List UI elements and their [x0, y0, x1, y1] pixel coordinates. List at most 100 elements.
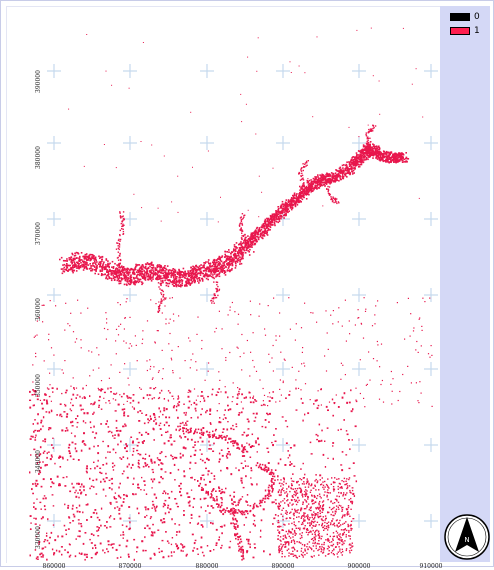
raster-cell	[162, 274, 165, 277]
raster-cell	[102, 264, 104, 266]
raster-cell	[75, 267, 78, 269]
raster-cell	[353, 495, 356, 497]
raster-cell	[65, 389, 68, 392]
raster-cell	[369, 149, 372, 152]
raster-cell	[121, 473, 124, 475]
raster-cell	[254, 399, 256, 401]
raster-cell	[305, 198, 308, 200]
raster-cell	[243, 240, 246, 242]
raster-cell	[277, 221, 280, 224]
raster-cell	[179, 377, 181, 379]
raster-cell	[266, 225, 269, 228]
raster-cell	[139, 453, 142, 456]
raster-cell	[176, 547, 179, 550]
raster-cell	[117, 245, 119, 247]
raster-cell	[77, 459, 80, 461]
raster-cell	[271, 221, 274, 224]
raster-cell	[121, 225, 123, 228]
raster-cell	[227, 409, 230, 412]
raster-cell	[119, 263, 121, 265]
raster-cell	[157, 274, 159, 277]
raster-cell	[340, 428, 342, 431]
raster-cell	[135, 277, 137, 279]
raster-cell	[39, 399, 41, 401]
raster-cell	[290, 463, 293, 465]
raster-cell	[363, 297, 365, 299]
raster-cell	[259, 379, 261, 381]
raster-cell	[138, 467, 141, 469]
raster-cell	[152, 264, 154, 266]
raster-cell	[238, 225, 241, 227]
raster-cell	[142, 396, 145, 399]
raster-cell	[101, 260, 103, 263]
raster-cell	[123, 470, 125, 473]
raster-cell	[373, 153, 375, 155]
raster-cell	[365, 157, 368, 160]
raster-cell	[169, 279, 171, 282]
raster-cell	[144, 276, 146, 279]
raster-cell	[332, 200, 334, 202]
raster-cell	[146, 369, 148, 372]
raster-cell	[226, 428, 229, 431]
raster-cell	[144, 277, 146, 280]
raster-cell	[387, 158, 390, 161]
raster-cell	[150, 516, 153, 518]
raster-cell	[35, 356, 37, 358]
raster-cell	[193, 542, 196, 545]
raster-cell	[46, 452, 48, 455]
raster-cell	[335, 177, 337, 180]
raster-cell	[302, 347, 304, 349]
raster-cell	[75, 538, 77, 540]
raster-cell	[147, 433, 150, 435]
raster-cell	[222, 262, 224, 264]
raster-cell	[240, 246, 242, 249]
raster-cell	[370, 129, 373, 132]
raster-cell	[75, 251, 78, 254]
raster-cell	[50, 531, 53, 534]
raster-cell	[99, 256, 102, 258]
raster-cell	[285, 199, 288, 201]
raster-cell	[33, 506, 35, 508]
raster-cell	[382, 160, 385, 163]
raster-cell	[137, 465, 140, 468]
raster-cell	[122, 228, 124, 230]
raster-cell	[263, 230, 266, 232]
map-canvas[interactable]	[7, 7, 441, 563]
raster-cell	[212, 274, 214, 276]
raster-cell	[43, 360, 45, 362]
map-panel[interactable]: 860000 870000 880000 890000 900000 91000…	[6, 6, 442, 570]
raster-cell	[193, 266, 196, 269]
raster-cell	[116, 272, 118, 274]
raster-cell	[118, 276, 121, 279]
raster-cell	[242, 252, 245, 254]
raster-cell	[119, 457, 121, 459]
raster-cell	[288, 394, 291, 396]
raster-cell	[123, 498, 125, 500]
raster-cell	[320, 175, 323, 178]
raster-cell	[115, 427, 118, 429]
raster-cell	[392, 154, 394, 156]
raster-cell	[202, 272, 205, 275]
raster-cell	[220, 421, 222, 424]
raster-cell	[244, 247, 246, 249]
raster-cell	[369, 146, 371, 149]
raster-cell	[85, 470, 88, 473]
raster-cell	[332, 177, 334, 179]
raster-cell	[69, 258, 71, 261]
raster-cell	[277, 475, 279, 478]
raster-cell	[154, 274, 157, 276]
raster-cell	[251, 234, 253, 237]
raster-cell	[113, 276, 115, 278]
raster-cell	[173, 463, 176, 466]
raster-cell	[118, 269, 121, 271]
raster-cell	[352, 169, 355, 172]
raster-cell	[281, 209, 284, 212]
raster-cell	[130, 281, 133, 283]
raster-cell	[240, 244, 243, 247]
raster-cell	[253, 366, 255, 368]
raster-cell	[240, 227, 242, 229]
raster-cell	[241, 223, 243, 225]
raster-cell	[320, 177, 322, 180]
raster-cell	[393, 155, 396, 158]
raster-cell	[162, 290, 164, 293]
